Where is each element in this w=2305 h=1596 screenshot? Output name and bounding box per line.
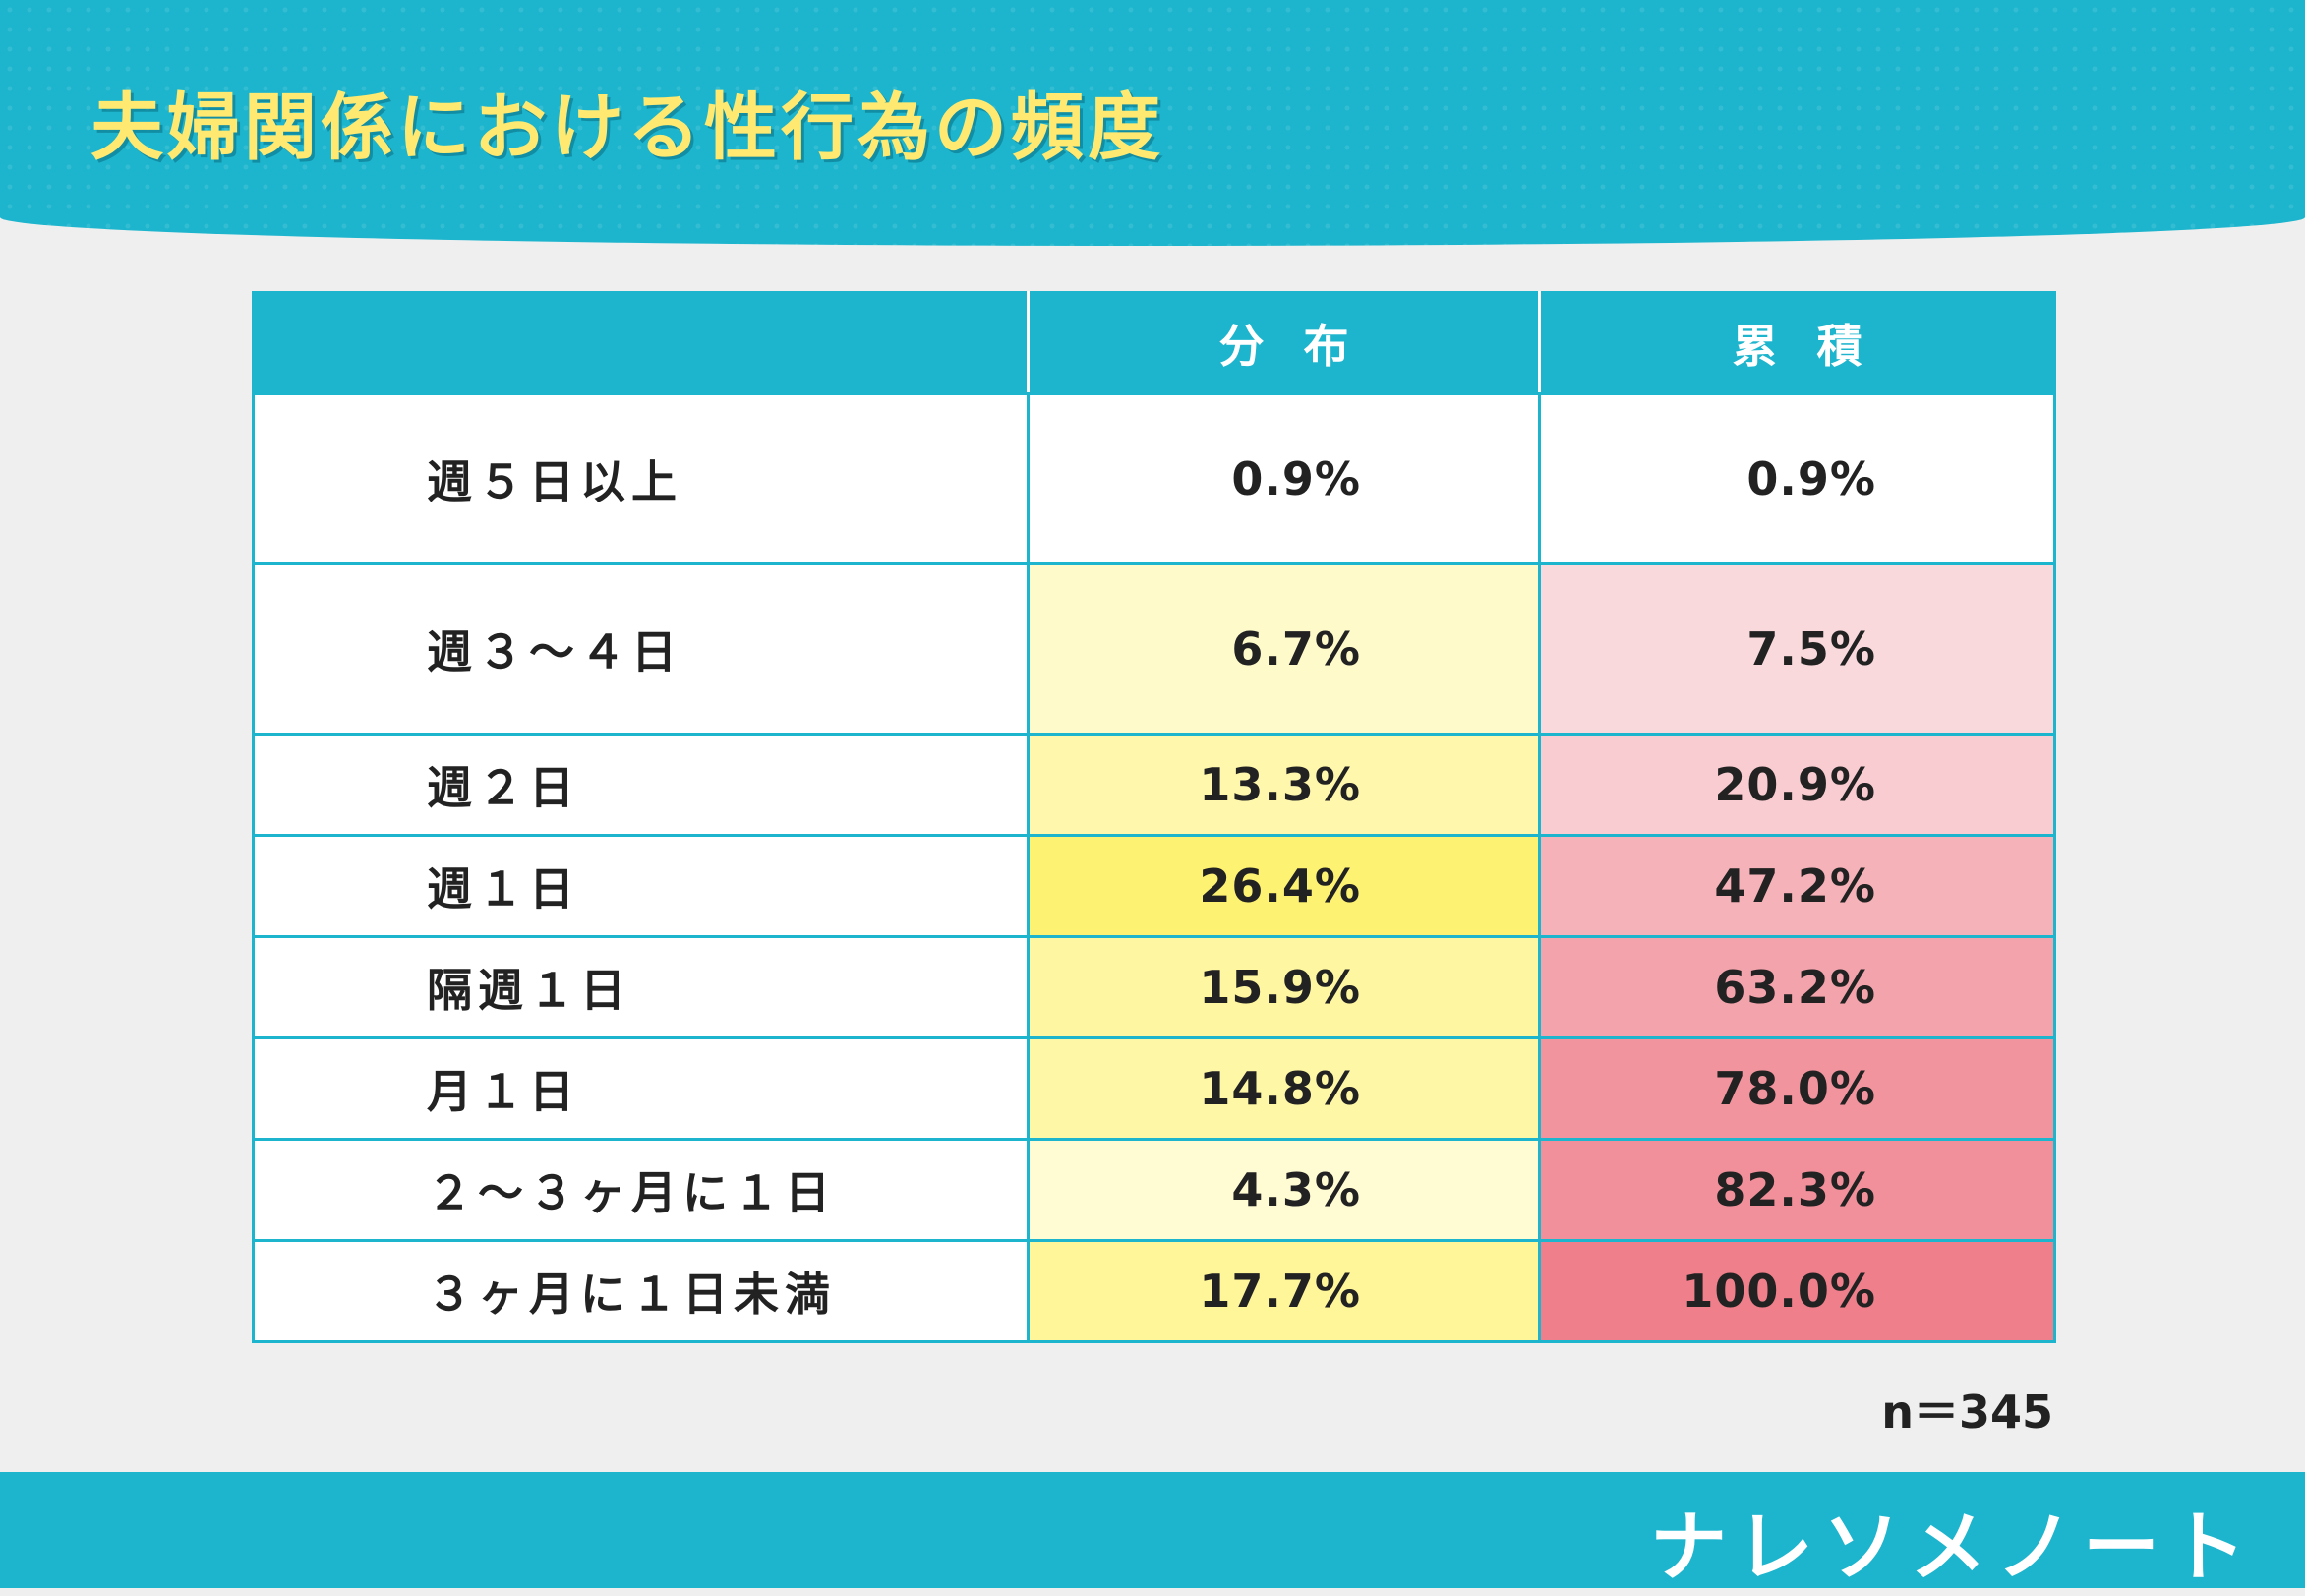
row-label: ３ヶ月に１日未満 xyxy=(252,1239,1030,1343)
frequency-table: 分布 累積 週５日以上 0.9% 0.9% 週３～４日 6.7% 7.5% 週２… xyxy=(252,291,2056,1343)
sample-size-note: n＝345 xyxy=(1881,1386,2053,1439)
row-label: 週２日 xyxy=(252,733,1030,837)
distribution-cell: 26.4% xyxy=(1027,834,1541,938)
page-title: 夫婦関係における性行為の頻度 xyxy=(90,86,1164,170)
brand-logo: ナレソメノート xyxy=(1649,1504,2256,1592)
table-row: 週１日 26.4% 47.2% xyxy=(252,834,2056,938)
distribution-cell: 4.3% xyxy=(1027,1138,1541,1242)
distribution-cell: 6.7% xyxy=(1027,562,1541,736)
row-label: 隔週１日 xyxy=(252,935,1030,1039)
distribution-cell: 15.9% xyxy=(1027,935,1541,1039)
table-row: 週５日以上 0.9% 0.9% xyxy=(252,392,2056,565)
table-header-row: 分布 累積 xyxy=(252,291,2056,395)
cumulative-cell: 7.5% xyxy=(1538,562,2056,736)
row-label: 週３～４日 xyxy=(252,562,1030,736)
table-row: 隔週１日 15.9% 63.2% xyxy=(252,935,2056,1039)
header-distribution: 分布 xyxy=(1027,291,1541,395)
cumulative-cell: 47.2% xyxy=(1538,834,2056,938)
table-row: 月１日 14.8% 78.0% xyxy=(252,1036,2056,1141)
distribution-cell: 0.9% xyxy=(1027,392,1541,565)
footer-band: ナレソメノート xyxy=(0,1472,2305,1592)
table-row: ２～３ヶ月に１日 4.3% 82.3% xyxy=(252,1138,2056,1242)
header-blank xyxy=(252,291,1030,395)
distribution-cell: 14.8% xyxy=(1027,1036,1541,1141)
header-band: 夫婦関係における性行為の頻度 xyxy=(0,0,2305,246)
cumulative-cell: 82.3% xyxy=(1538,1138,2056,1242)
header-cumulative: 累積 xyxy=(1538,291,2056,395)
distribution-cell: 13.3% xyxy=(1027,733,1541,837)
table-row: ３ヶ月に１日未満 17.7% 100.0% xyxy=(252,1239,2056,1343)
cumulative-cell: 100.0% xyxy=(1538,1239,2056,1343)
distribution-cell: 17.7% xyxy=(1027,1239,1541,1343)
row-label: 月１日 xyxy=(252,1036,1030,1141)
row-label: 週１日 xyxy=(252,834,1030,938)
cumulative-cell: 63.2% xyxy=(1538,935,2056,1039)
cumulative-cell: 78.0% xyxy=(1538,1036,2056,1141)
table-row: 週３～４日 6.7% 7.5% xyxy=(252,562,2056,736)
table-row: 週２日 13.3% 20.9% xyxy=(252,733,2056,837)
row-label: ２～３ヶ月に１日 xyxy=(252,1138,1030,1242)
cumulative-cell: 20.9% xyxy=(1538,733,2056,837)
cumulative-cell: 0.9% xyxy=(1538,392,2056,565)
row-label: 週５日以上 xyxy=(252,392,1030,565)
